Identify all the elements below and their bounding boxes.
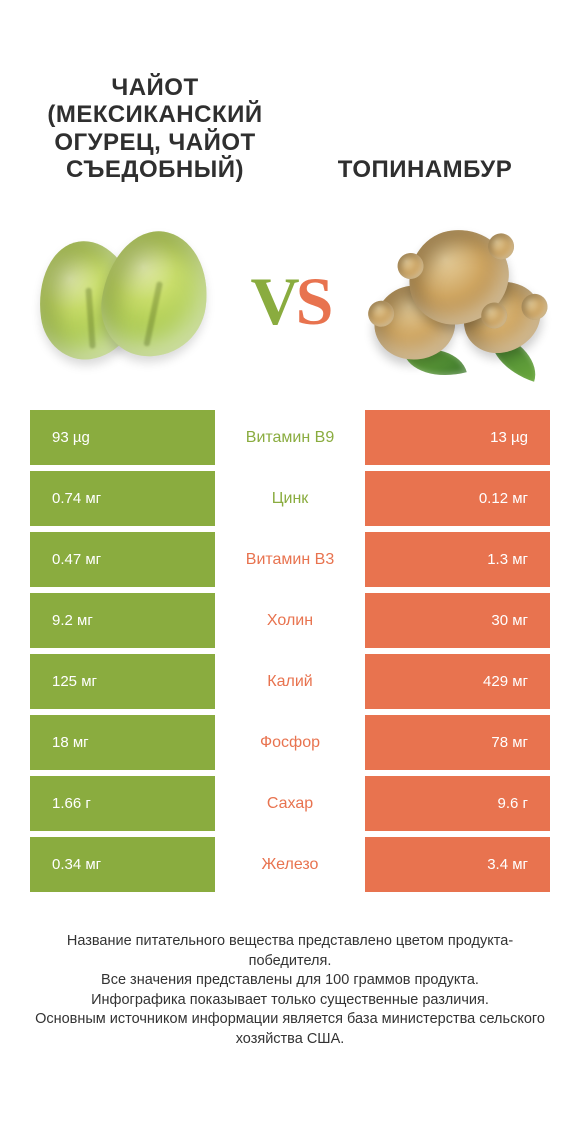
- left-value: 93 µg: [30, 410, 215, 465]
- left-value: 18 мг: [30, 715, 215, 770]
- right-value: 9.6 г: [365, 776, 550, 831]
- table-row: 125 мгКалий429 мг: [30, 654, 550, 709]
- right-value: 78 мг: [365, 715, 550, 770]
- right-value: 1.3 мг: [365, 532, 550, 587]
- nutrient-label: Цинк: [215, 471, 365, 526]
- left-value: 0.47 мг: [30, 532, 215, 587]
- footer-line: Название питательного вещества представл…: [30, 932, 550, 971]
- right-value: 3.4 мг: [365, 837, 550, 892]
- nutrient-label: Калий: [215, 654, 365, 709]
- footer-notes: Название питательного вещества представл…: [0, 898, 580, 1049]
- infographic-root: ЧАЙОТ (МЕКСИКАНСКИЙ ОГУРЕЦ, ЧАЙОТ СЪЕДОБ…: [0, 0, 580, 1144]
- images-row: VS: [0, 200, 580, 410]
- right-product-image: [362, 221, 552, 381]
- sunchoke-illustration: [367, 226, 547, 376]
- left-product-image: [28, 221, 218, 381]
- vs-v: V: [251, 263, 296, 339]
- right-value: 13 µg: [365, 410, 550, 465]
- vs-s: S: [296, 263, 330, 339]
- titles-row: ЧАЙОТ (МЕКСИКАНСКИЙ ОГУРЕЦ, ЧАЙОТ СЪЕДОБ…: [0, 0, 580, 200]
- table-row: 1.66 гСахар9.6 г: [30, 776, 550, 831]
- vs-label: VS: [251, 267, 330, 335]
- left-product-title: ЧАЙОТ (МЕКСИКАНСКИЙ ОГУРЕЦ, ЧАЙОТ СЪЕДОБ…: [20, 74, 290, 192]
- chayote-illustration: [33, 231, 213, 371]
- footer-line: Все значения представлены для 100 граммо…: [30, 971, 550, 991]
- right-value: 30 мг: [365, 593, 550, 648]
- table-row: 93 µgВитамин B913 µg: [30, 410, 550, 465]
- table-row: 0.47 мгВитамин B31.3 мг: [30, 532, 550, 587]
- right-value: 0.12 мг: [365, 471, 550, 526]
- left-value: 1.66 г: [30, 776, 215, 831]
- nutrient-label: Витамин B9: [215, 410, 365, 465]
- nutrient-label: Холин: [215, 593, 365, 648]
- table-row: 0.34 мгЖелезо3.4 мг: [30, 837, 550, 892]
- right-value: 429 мг: [365, 654, 550, 709]
- nutrient-label: Железо: [215, 837, 365, 892]
- left-value: 0.74 мг: [30, 471, 215, 526]
- left-value: 125 мг: [30, 654, 215, 709]
- nutrient-label: Фосфор: [215, 715, 365, 770]
- table-row: 18 мгФосфор78 мг: [30, 715, 550, 770]
- comparison-table: 93 µgВитамин B913 µg0.74 мгЦинк0.12 мг0.…: [0, 410, 580, 898]
- left-value: 9.2 мг: [30, 593, 215, 648]
- nutrient-label: Сахар: [215, 776, 365, 831]
- nutrient-label: Витамин B3: [215, 532, 365, 587]
- table-row: 0.74 мгЦинк0.12 мг: [30, 471, 550, 526]
- footer-line: Инфографика показывает только существенн…: [30, 991, 550, 1011]
- left-value: 0.34 мг: [30, 837, 215, 892]
- right-product-title: ТОПИНАМБУР: [290, 156, 560, 192]
- footer-line: Основным источником информации является …: [30, 1010, 550, 1049]
- table-row: 9.2 мгХолин30 мг: [30, 593, 550, 648]
